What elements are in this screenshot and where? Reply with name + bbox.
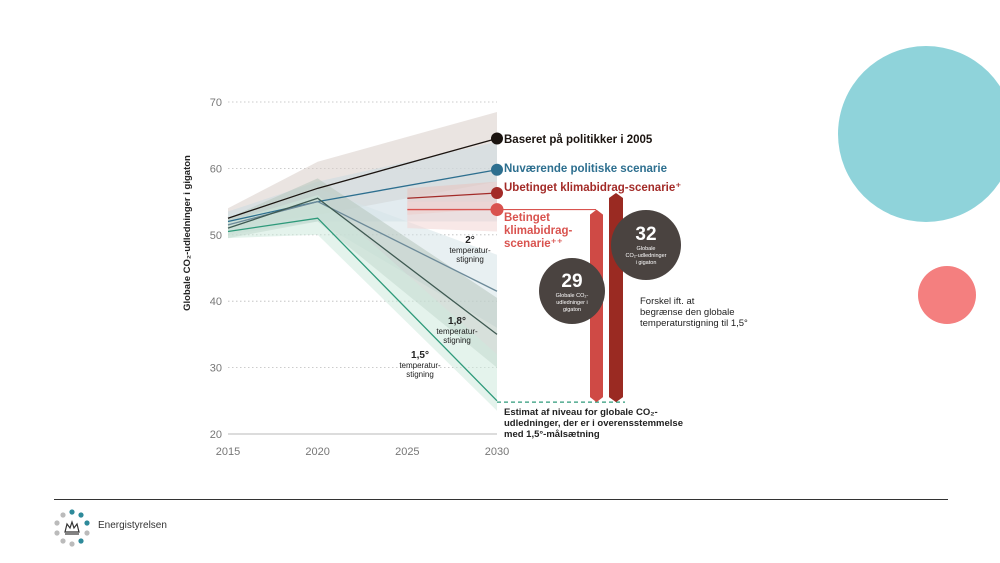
band-series-6: [407, 201, 497, 232]
label-forskel-line2: begrænse den globale: [640, 307, 735, 318]
label-betinget-line3: scenarie⁺⁺: [504, 238, 563, 250]
label-15deg-text2: stigning: [406, 370, 434, 379]
y-tick-label-60: 60: [210, 163, 222, 175]
gap-29-value: 29: [561, 271, 582, 292]
x-tick-label-2025: 2025: [395, 446, 419, 458]
x-tick-label-2030: 2030: [485, 446, 509, 458]
label-forskel-line3: temperaturstigning til 1,5°: [640, 318, 748, 329]
y-tick-label-20: 20: [210, 429, 222, 441]
y-tick-label-40: 40: [210, 296, 222, 308]
energistyrelsen-logo-icon: [54, 509, 90, 547]
label-2deg-value: 2°: [465, 235, 475, 246]
y-tick-label-30: 30: [210, 363, 222, 375]
line-series-3: [227, 197, 498, 335]
y-axis-title: Globale CO₂-udledninger i gigaton: [182, 155, 193, 311]
x-tick-label-2020: 2020: [305, 446, 329, 458]
gap-32-line3: i gigaton: [636, 260, 657, 266]
label-18deg-text1: temperatur-: [436, 327, 478, 336]
label-18deg-text2: stigning: [443, 336, 471, 345]
gap-32-value: 32: [635, 224, 656, 245]
brand-name: Energistyrelsen: [98, 520, 167, 531]
line-layer: [227, 137, 498, 402]
gap-bubble-29: 29 Globale CO₂- udledninger i gigaton: [539, 258, 605, 324]
gap-29-line2: udledninger i: [556, 300, 588, 306]
label-15deg-value: 1,5°: [411, 350, 429, 361]
label-nuvaerende: Nuværende politiske scenarie: [504, 163, 667, 175]
label-2deg-text1: temperatur-: [449, 246, 491, 255]
band-series-4: [228, 194, 497, 411]
label-estimate-line2: udledninger, der er i overensstemmelse: [504, 418, 683, 429]
footer-divider: [54, 499, 948, 500]
gap-bubble-32: 32 Globale CO₂-udledninger i gigaton: [611, 210, 681, 280]
label-forskel-line1: Forskel ift. at: [640, 296, 695, 307]
line-series-4: [227, 217, 498, 402]
line-series-2: [227, 200, 498, 292]
label-baseret: Baseret på politikker i 2005: [504, 134, 653, 146]
decorative-circle-teal: [838, 46, 1000, 222]
label-betinget-line1: Betinget: [504, 212, 550, 224]
label-18deg-value: 1,8°: [448, 316, 466, 327]
gap-32-line2: CO₂-udledninger: [626, 253, 667, 259]
gap-32-line1: Globale: [637, 246, 656, 252]
label-2deg-text2: stigning: [456, 255, 484, 264]
gap-29-line1: Globale CO₂-: [556, 293, 589, 299]
y-tick-label-70: 70: [210, 97, 222, 109]
gap-29-line3: gigaton: [563, 307, 581, 313]
y-tick-label-50: 50: [210, 230, 222, 242]
label-betinget-line2: klimabidrag-: [504, 225, 573, 237]
label-estimate-line1: Estimat af niveau for globale CO₂-: [504, 407, 658, 418]
label-estimate-line3: med 1,5°-målsætning: [504, 429, 600, 440]
band-layer: [228, 111, 497, 411]
line-series-5: [407, 192, 498, 199]
decorative-circle-coral: [918, 266, 976, 324]
label-15deg-text1: temperatur-: [399, 361, 441, 370]
x-tick-label-2015: 2015: [216, 446, 240, 458]
line-series-0: [227, 137, 498, 219]
label-ubetinget: Ubetinget klimabidrag-scenarie⁺: [504, 182, 681, 194]
